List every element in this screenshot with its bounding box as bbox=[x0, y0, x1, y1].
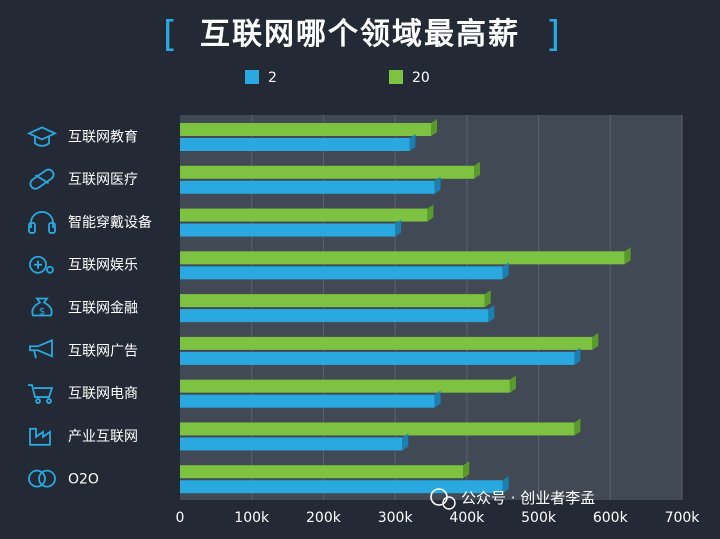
bar-cap-series-2 bbox=[474, 161, 481, 179]
category-label: O2O bbox=[68, 472, 99, 488]
x-tick-label: 200k bbox=[306, 510, 342, 526]
category-label: 互联网金融 bbox=[68, 301, 138, 317]
bar-series-2 bbox=[180, 165, 475, 179]
x-tick-label: 100k bbox=[234, 510, 270, 526]
x-tick-label: 700k bbox=[665, 510, 701, 526]
category-label: 互联网教育 bbox=[68, 129, 138, 145]
bar-series-1 bbox=[180, 394, 435, 408]
bar-cap-series-2 bbox=[509, 375, 516, 393]
bar-series-1 bbox=[180, 309, 489, 323]
bar-series-1 bbox=[180, 138, 410, 151]
bar-cap-series-2 bbox=[624, 247, 631, 265]
bar-cap-series-1 bbox=[402, 433, 409, 451]
shopping-cart-icon bbox=[28, 384, 54, 404]
bar-series-1 bbox=[180, 266, 503, 280]
category-label: 智能穿戴设备 bbox=[68, 214, 152, 231]
bar-series-2 bbox=[180, 379, 510, 393]
category-label: 互联网广告 bbox=[68, 343, 138, 359]
megaphone-icon bbox=[29, 338, 53, 359]
plot-area bbox=[180, 115, 682, 500]
bar-cap-series-1 bbox=[502, 476, 509, 494]
bar-cap-series-2 bbox=[463, 461, 470, 479]
bar-cap-series-1 bbox=[434, 390, 441, 408]
bar-series-1 bbox=[180, 351, 575, 365]
x-tick-label: 300k bbox=[378, 510, 414, 526]
bar-series-1 bbox=[180, 223, 396, 237]
bar-cap-series-2 bbox=[574, 418, 581, 436]
bar-series-1 bbox=[180, 437, 403, 451]
x-tick-label: 600k bbox=[593, 510, 629, 526]
bar-cap-series-1 bbox=[488, 305, 495, 323]
legend-label-series-2: 20 bbox=[412, 70, 430, 86]
bar-series-2 bbox=[180, 465, 464, 479]
bar-cap-series-1 bbox=[434, 176, 441, 194]
legend-label-series-1: 2 bbox=[268, 70, 277, 86]
category-icons: $ bbox=[26, 126, 58, 488]
bar-cap-series-1 bbox=[502, 262, 509, 280]
legend-swatch-series-2 bbox=[389, 70, 403, 84]
bar-series-2 bbox=[180, 251, 625, 265]
chart-title: 互联网哪个领域最高薪 bbox=[200, 17, 520, 52]
title-bracket-left: [ bbox=[163, 14, 177, 55]
title-bracket-right: ] bbox=[546, 14, 560, 55]
bar-cap-series-1 bbox=[395, 219, 402, 237]
category-labels: 互联网教育互联网医疗智能穿戴设备互联网娱乐互联网金融互联网广告互联网电商产业互联… bbox=[68, 129, 152, 487]
bar-series-2 bbox=[180, 294, 485, 308]
pill-icon bbox=[29, 168, 55, 190]
bar-series-2 bbox=[180, 123, 431, 136]
bar-series-2 bbox=[180, 422, 575, 436]
category-label: 互联网娱乐 bbox=[68, 258, 138, 274]
bar-cap-series-2 bbox=[592, 332, 599, 350]
svg-text:$: $ bbox=[39, 307, 45, 318]
graduation-cap-icon bbox=[26, 126, 58, 147]
gamepad-icon bbox=[29, 255, 54, 274]
linked-rings-icon bbox=[28, 469, 56, 488]
bar-series-2 bbox=[180, 336, 593, 350]
bar-cap-series-1 bbox=[574, 347, 581, 365]
wechat-icon-small bbox=[442, 496, 456, 510]
x-tick-label: 0 bbox=[176, 510, 185, 526]
legend-swatch-series-1 bbox=[245, 70, 259, 84]
category-label: 产业互联网 bbox=[68, 429, 138, 445]
factory-icon bbox=[29, 427, 51, 446]
headphones-icon bbox=[28, 211, 56, 234]
x-tick-label: 500k bbox=[521, 510, 557, 526]
category-label: 互联网电商 bbox=[68, 386, 138, 402]
x-tick-label: 400k bbox=[449, 510, 485, 526]
money-bag-icon: $ bbox=[31, 297, 53, 318]
grid-lines bbox=[251, 115, 683, 500]
x-tick-labels: 0 100k 200k 300k 400k 500k 600k 700k bbox=[176, 510, 701, 526]
bar-cap-series-1 bbox=[409, 134, 416, 151]
watermark-text: 公众号 · 创业者李孟 bbox=[461, 489, 595, 507]
bar-series-2 bbox=[180, 208, 428, 222]
bar-cap-series-2 bbox=[427, 204, 434, 222]
bars bbox=[180, 119, 631, 494]
bar-series-1 bbox=[180, 480, 503, 494]
watermark: 公众号 · 创业者李孟 bbox=[430, 488, 595, 510]
bar-series-1 bbox=[180, 180, 435, 194]
category-label: 互联网医疗 bbox=[68, 172, 138, 188]
bar-cap-series-2 bbox=[431, 119, 437, 136]
bar-cap-series-2 bbox=[484, 290, 491, 308]
